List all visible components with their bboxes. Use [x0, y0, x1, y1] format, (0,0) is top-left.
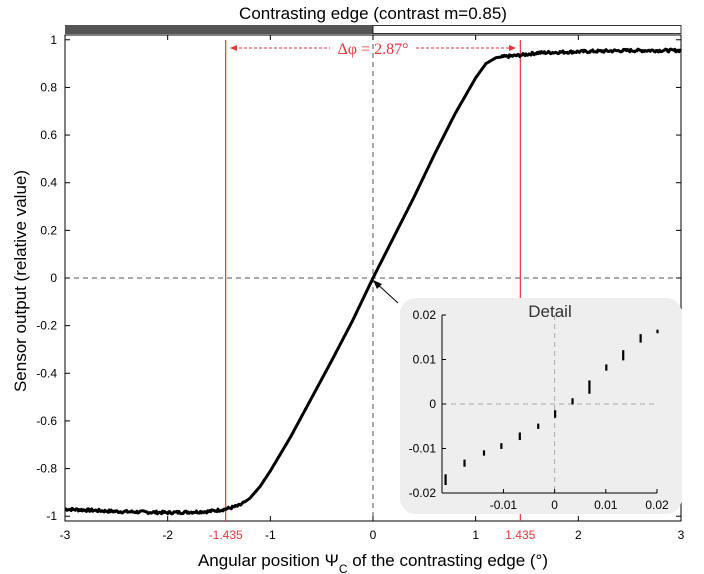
y-tick-label: 1 — [50, 33, 57, 47]
y-tick-label: -0.8 — [36, 462, 57, 476]
x-tick-label: 3 — [678, 528, 685, 542]
x-tick-label: -2 — [162, 528, 173, 542]
delta-phi-label: Δφ = 2.87° — [338, 41, 409, 58]
inset-x-tick-label: 0.02 — [645, 498, 669, 512]
y-tick-label: -1 — [46, 509, 57, 523]
x-axis-label: Angular position ΨC of the contrasting e… — [198, 551, 548, 574]
y-tick-label: 0 — [50, 271, 57, 285]
inset-y-tick-label: 0.01 — [413, 353, 437, 367]
delta-phi-annotation: Δφ = 2.87° — [230, 41, 516, 58]
detail-title: Detail — [528, 302, 571, 321]
inset-x-tick-label: 0.01 — [594, 498, 618, 512]
detail-inset-axes: -0.01 0 0.01 0.02 -0.02 -0.01 0 0.01 0.02 — [409, 308, 669, 512]
inset-y-tick-label: 0.02 — [413, 308, 437, 322]
inset-x-tick-label: 0 — [551, 498, 558, 512]
delta-phi-arrowhead-right — [509, 45, 516, 51]
inset-y-tick-label: -0.02 — [409, 486, 437, 500]
y-tick-label: -0.4 — [36, 366, 57, 380]
x-tick-label: 0 — [370, 528, 377, 542]
y-tick-label: 0.6 — [40, 128, 57, 142]
y-tick-label: -0.6 — [36, 414, 57, 428]
inset-x-tick-label: -0.01 — [490, 498, 518, 512]
sensor-output-curve — [64, 47, 682, 516]
detail-inset-panel — [400, 298, 682, 514]
detail-pointer-arrowhead — [373, 280, 382, 289]
y-tick-label: 0.4 — [40, 176, 57, 190]
x-tick-label: 1 — [472, 528, 479, 542]
red-tick-label: -1.435 — [209, 528, 243, 542]
contrast-bar-light — [372, 25, 682, 34]
x-tick-label: -3 — [60, 528, 71, 542]
y-tick-label: -0.2 — [36, 319, 57, 333]
inset-y-tick-label: -0.01 — [409, 442, 437, 456]
y-tick-label: 0.2 — [40, 223, 57, 237]
main-ticks: -3 -2 -1 0 1 2 3 -1 -0.8 -0.6 -0.4 -0.2 0 0.2 0.4 0.6 0.… — [36, 33, 684, 542]
y-axis-label: Sensor output (relative value) — [11, 170, 30, 392]
y-tick-label: 0.8 — [40, 80, 57, 94]
x-tick-label: 2 — [575, 528, 582, 542]
detail-inset-marks — [444, 329, 659, 485]
x-tick-label: -1 — [265, 528, 276, 542]
delta-phi-arrowhead-left — [230, 45, 237, 51]
red-tick-label: 1.435 — [505, 528, 535, 542]
inset-y-tick-label: 0 — [429, 397, 436, 411]
contrast-bar-dark — [65, 25, 373, 34]
chart-title: Contrasting edge (contrast m=0.85) — [239, 4, 507, 23]
